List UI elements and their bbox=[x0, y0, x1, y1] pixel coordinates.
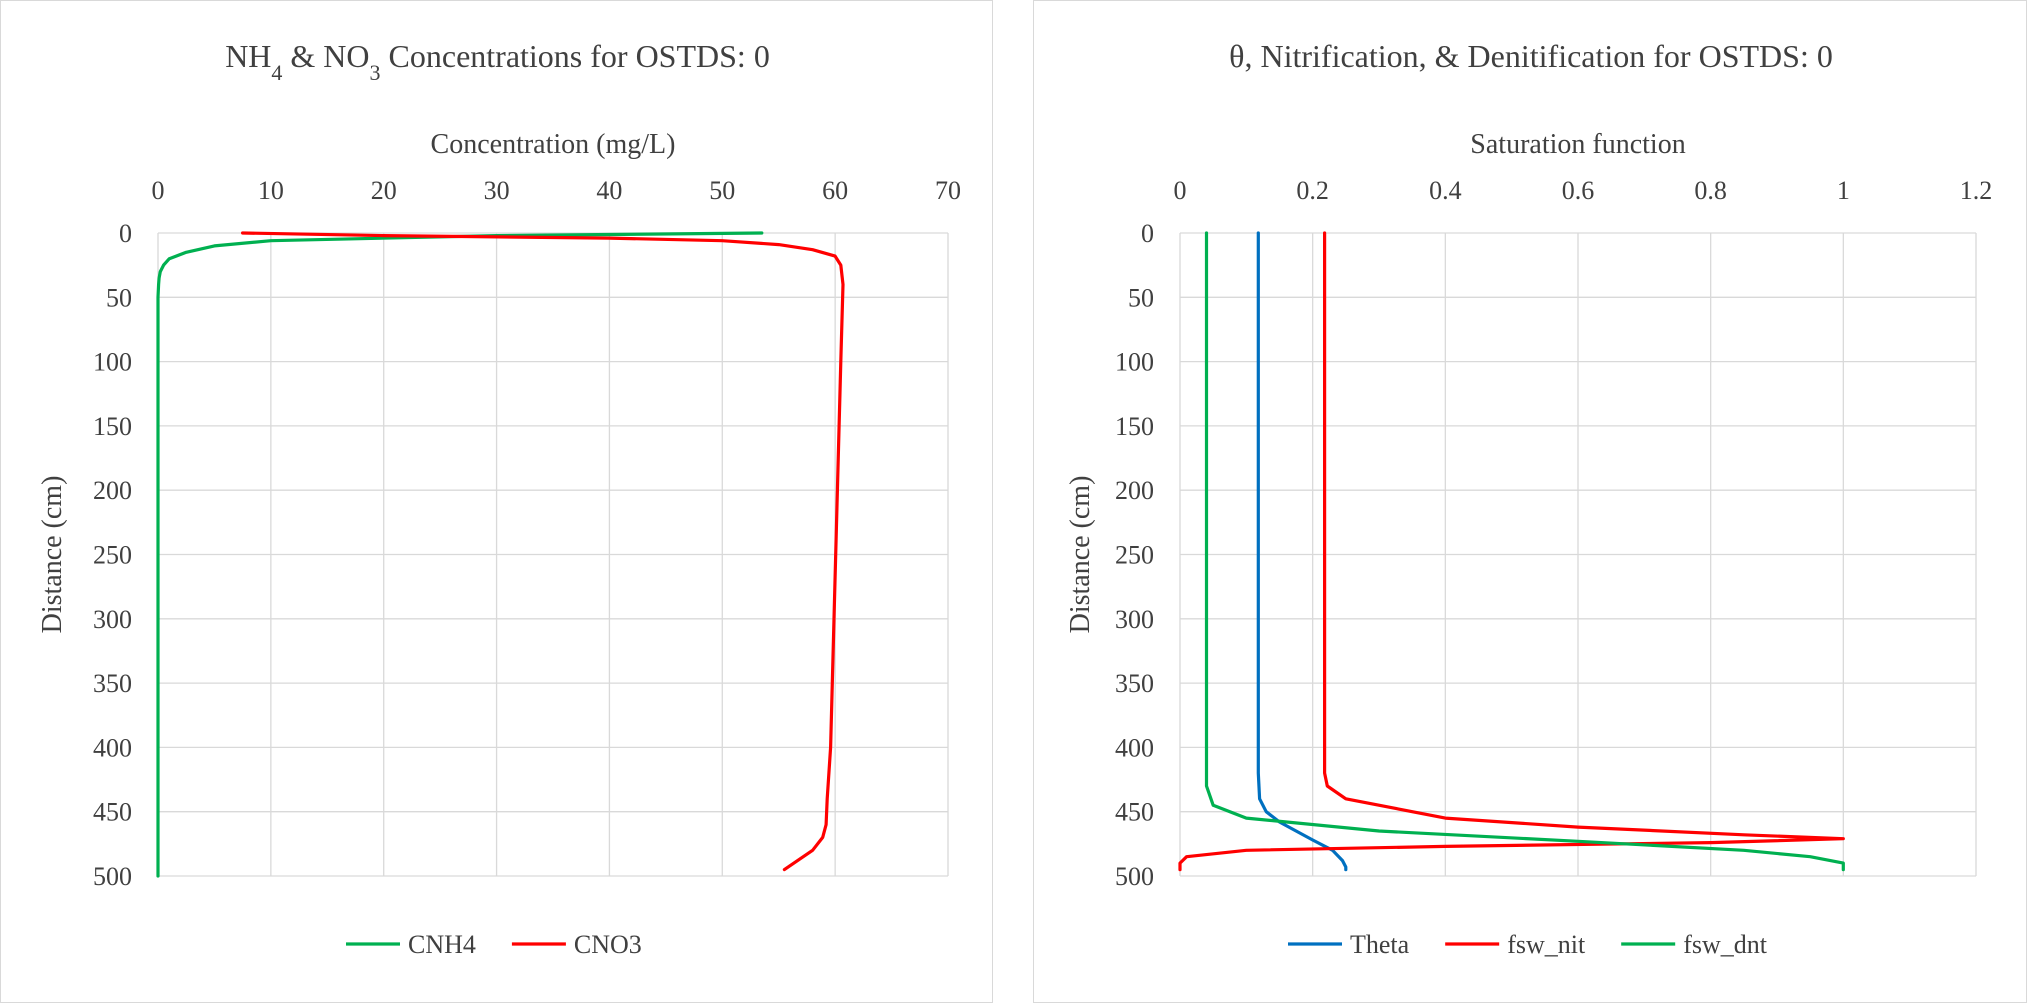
series-line-cno3 bbox=[241, 231, 845, 872]
y-tick-label: 500 bbox=[1115, 862, 1154, 891]
y-tick-label: 350 bbox=[1115, 669, 1154, 698]
y-tick-label: 250 bbox=[1115, 541, 1154, 570]
x-axis-title: Concentration (mg/L) bbox=[431, 129, 676, 160]
x-tick-label: 70 bbox=[935, 176, 961, 205]
y-tick-label: 50 bbox=[1128, 283, 1154, 312]
chart-title: θ, Nitrification, & Denitification for O… bbox=[1229, 38, 1833, 74]
x-tick-label: 1 bbox=[1837, 176, 1850, 205]
x-tick-label: 20 bbox=[371, 176, 397, 205]
legend: CNH4 CNO3 bbox=[346, 930, 642, 959]
y-tick-label: 400 bbox=[93, 733, 132, 762]
legend-label: fsw_nit bbox=[1507, 930, 1586, 959]
x-tick-label: 0.8 bbox=[1694, 176, 1727, 205]
series-line-cnh4 bbox=[156, 231, 764, 878]
x-tick-label: 40 bbox=[596, 176, 622, 205]
y-tick-label: 50 bbox=[106, 283, 132, 312]
chart-panel-concentrations: NH4 & NO3 Concentrations for OSTDS: 0 Con… bbox=[0, 0, 993, 1003]
y-tick-label: 100 bbox=[1115, 348, 1154, 377]
chart-panel-saturation: θ, Nitrification, & Denitification for O… bbox=[1033, 0, 2027, 1003]
x-tick-label: 0.6 bbox=[1562, 176, 1595, 205]
y-tick-label: 450 bbox=[93, 798, 132, 827]
y-tick-label: 350 bbox=[93, 669, 132, 698]
legend-label: Theta bbox=[1350, 930, 1410, 959]
x-tick-label: 50 bbox=[709, 176, 735, 205]
x-axis-title: Saturation function bbox=[1470, 129, 1685, 160]
y-axis-title: Distance (cm) bbox=[1065, 476, 1096, 634]
y-tick-label: 450 bbox=[1115, 798, 1154, 827]
series-line-fsw-nit bbox=[1178, 231, 1845, 872]
legend: Theta fsw_nit fsw_dnt bbox=[1288, 930, 1768, 959]
legend-label: CNO3 bbox=[574, 930, 642, 959]
gridlines bbox=[1179, 232, 1977, 877]
x-tick-label: 0.2 bbox=[1296, 176, 1329, 205]
y-tick-label: 300 bbox=[1115, 605, 1154, 634]
gridlines bbox=[157, 232, 949, 877]
chart-title: NH4 & NO3 Concentrations for OSTDS: 0 bbox=[225, 38, 770, 85]
x-tick-label: 1.2 bbox=[1960, 176, 1993, 205]
x-tick-label: 60 bbox=[822, 176, 848, 205]
series-line-fsw-dnt bbox=[1204, 231, 1845, 872]
series-line-theta bbox=[1256, 231, 1348, 872]
x-tick-label: 0.4 bbox=[1429, 176, 1462, 205]
y-tick-label: 100 bbox=[93, 348, 132, 377]
chart-concentrations: NH4 & NO3 Concentrations for OSTDS: 0 Con… bbox=[37, 38, 961, 959]
legend-label: fsw_dnt bbox=[1683, 930, 1768, 959]
y-tick-label: 400 bbox=[1115, 733, 1154, 762]
y-tick-label: 150 bbox=[93, 412, 132, 441]
y-tick-label: 300 bbox=[93, 605, 132, 634]
chart-saturation: θ, Nitrification, & Denitification for O… bbox=[1065, 38, 1993, 959]
y-tick-label: 0 bbox=[119, 219, 132, 248]
y-tick-label: 200 bbox=[1115, 476, 1154, 505]
y-tick-label: 200 bbox=[93, 476, 132, 505]
y-tick-label: 0 bbox=[1141, 219, 1154, 248]
x-tick-label: 0 bbox=[152, 176, 165, 205]
y-tick-label: 250 bbox=[93, 541, 132, 570]
x-tick-label: 30 bbox=[484, 176, 510, 205]
y-tick-label: 500 bbox=[93, 862, 132, 891]
legend-label: CNH4 bbox=[408, 930, 476, 959]
x-tick-label: 0 bbox=[1174, 176, 1187, 205]
x-tick-label: 10 bbox=[258, 176, 284, 205]
y-tick-label: 150 bbox=[1115, 412, 1154, 441]
y-axis-title: Distance (cm) bbox=[37, 476, 68, 634]
